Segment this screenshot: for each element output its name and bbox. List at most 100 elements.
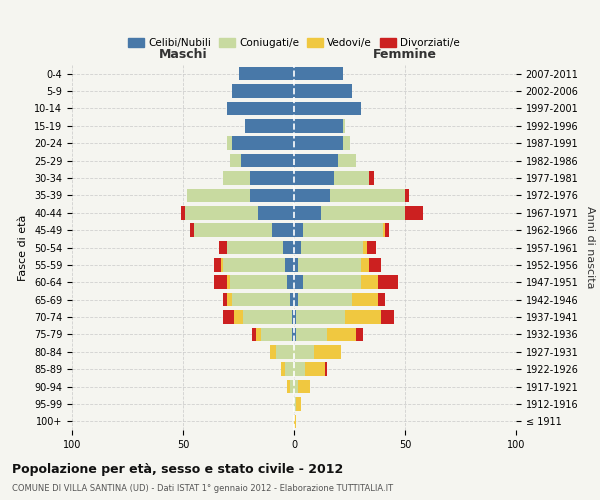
Bar: [361, 258, 370, 272]
Bar: [245, 119, 294, 132]
Bar: [405, 206, 423, 220]
Bar: [294, 206, 320, 220]
Bar: [294, 276, 303, 289]
Bar: [227, 136, 232, 150]
Bar: [227, 276, 230, 289]
Bar: [294, 397, 296, 410]
Bar: [243, 310, 292, 324]
Bar: [290, 293, 294, 306]
Bar: [314, 345, 341, 358]
Bar: [329, 188, 405, 202]
Bar: [385, 224, 389, 237]
Bar: [303, 276, 361, 289]
Bar: [294, 293, 298, 306]
Bar: [214, 276, 227, 289]
Bar: [259, 206, 294, 220]
Bar: [223, 171, 250, 185]
Bar: [294, 67, 343, 80]
Bar: [290, 380, 294, 394]
Bar: [230, 276, 287, 289]
Bar: [294, 224, 303, 237]
Bar: [287, 380, 290, 394]
Bar: [287, 276, 294, 289]
Bar: [294, 258, 298, 272]
Bar: [361, 276, 379, 289]
Bar: [285, 362, 294, 376]
Bar: [363, 240, 367, 254]
Bar: [343, 119, 345, 132]
Bar: [294, 310, 296, 324]
Bar: [223, 258, 285, 272]
Bar: [260, 328, 292, 341]
Bar: [281, 362, 285, 376]
Bar: [292, 328, 294, 341]
Bar: [187, 188, 250, 202]
Legend: Celibi/Nubili, Coniugati/e, Vedovi/e, Divorziati/e: Celibi/Nubili, Coniugati/e, Vedovi/e, Di…: [124, 34, 464, 52]
Bar: [232, 84, 294, 98]
Bar: [379, 276, 398, 289]
Bar: [241, 154, 294, 168]
Text: COMUNE DI VILLA SANTINA (UD) - Dati ISTAT 1° gennaio 2012 - Elaborazione TUTTITA: COMUNE DI VILLA SANTINA (UD) - Dati ISTA…: [12, 484, 393, 493]
Bar: [320, 206, 405, 220]
Bar: [232, 136, 294, 150]
Bar: [294, 84, 352, 98]
Bar: [294, 171, 334, 185]
Bar: [370, 258, 380, 272]
Bar: [227, 102, 294, 115]
Bar: [227, 293, 232, 306]
Bar: [294, 240, 301, 254]
Bar: [294, 362, 305, 376]
Bar: [252, 328, 256, 341]
Bar: [227, 240, 283, 254]
Bar: [234, 310, 243, 324]
Y-axis label: Anni di nascita: Anni di nascita: [585, 206, 595, 289]
Bar: [296, 397, 301, 410]
Bar: [272, 224, 294, 237]
Bar: [223, 293, 227, 306]
Bar: [380, 310, 394, 324]
Bar: [298, 380, 310, 394]
Bar: [370, 171, 374, 185]
Bar: [230, 154, 241, 168]
Bar: [294, 188, 329, 202]
Text: Popolazione per età, sesso e stato civile - 2012: Popolazione per età, sesso e stato civil…: [12, 462, 343, 475]
Bar: [269, 345, 276, 358]
Bar: [352, 293, 379, 306]
Bar: [294, 154, 338, 168]
Bar: [303, 224, 383, 237]
Bar: [294, 328, 296, 341]
Bar: [250, 171, 294, 185]
Bar: [379, 293, 385, 306]
Bar: [214, 258, 221, 272]
Text: Femmine: Femmine: [373, 48, 437, 62]
Bar: [294, 102, 361, 115]
Bar: [292, 310, 294, 324]
Bar: [405, 188, 409, 202]
Bar: [283, 240, 294, 254]
Bar: [190, 224, 194, 237]
Bar: [325, 362, 328, 376]
Bar: [185, 206, 259, 220]
Bar: [367, 240, 376, 254]
Bar: [194, 224, 272, 237]
Bar: [294, 380, 298, 394]
Bar: [345, 310, 380, 324]
Bar: [298, 258, 361, 272]
Bar: [256, 328, 260, 341]
Y-axis label: Fasce di età: Fasce di età: [19, 214, 28, 280]
Bar: [296, 310, 345, 324]
Bar: [221, 258, 223, 272]
Bar: [383, 224, 385, 237]
Bar: [239, 67, 294, 80]
Bar: [301, 240, 363, 254]
Bar: [296, 328, 328, 341]
Bar: [276, 345, 294, 358]
Bar: [294, 136, 343, 150]
Bar: [343, 136, 350, 150]
Bar: [285, 258, 294, 272]
Bar: [294, 345, 314, 358]
Bar: [356, 328, 363, 341]
Bar: [223, 310, 234, 324]
Bar: [250, 188, 294, 202]
Bar: [232, 293, 290, 306]
